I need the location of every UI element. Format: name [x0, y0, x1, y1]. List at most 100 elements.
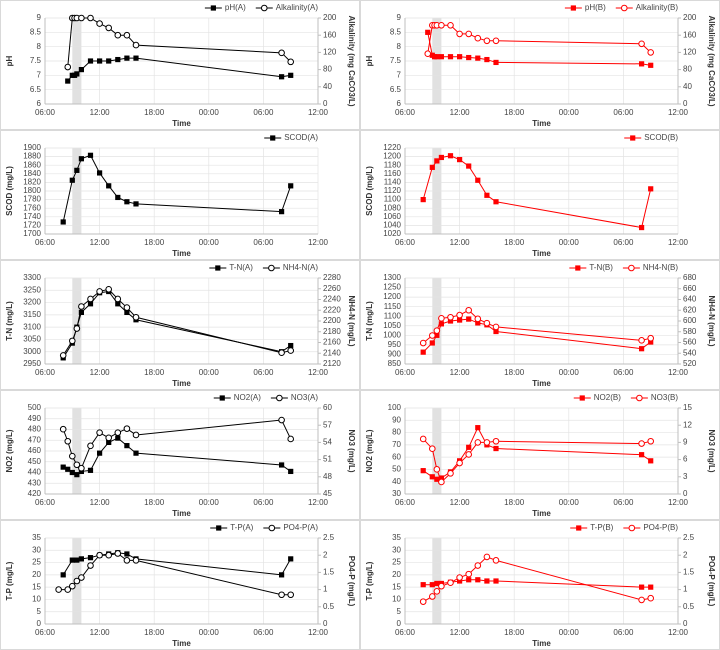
marker — [97, 170, 103, 176]
y2-axis-title: NO3 (mg/L) — [707, 429, 716, 472]
y2-tick-label: 0 — [683, 489, 688, 498]
series-line — [62, 290, 291, 359]
marker — [69, 452, 76, 460]
marker — [419, 339, 427, 347]
y-tick-label: 1200 — [383, 292, 401, 301]
marker — [575, 265, 581, 271]
x-tick-label: 06:00 — [613, 628, 634, 637]
marker — [276, 394, 283, 402]
marker — [638, 440, 645, 447]
marker — [60, 464, 66, 470]
y2-tick-label: 120 — [683, 48, 697, 57]
x-tick-label: 00:00 — [199, 628, 220, 637]
y-tick-label: 440 — [28, 468, 42, 477]
y-tick-label: 1300 — [383, 273, 401, 282]
legend-label: T-N(A) — [229, 263, 253, 272]
y-tick-label: 950 — [388, 340, 402, 349]
y-tick-label: 1780 — [23, 195, 41, 204]
marker — [475, 425, 481, 431]
legend-label: NO2(A) — [234, 393, 261, 402]
marker — [636, 394, 643, 402]
x-axis-title: Time — [172, 639, 191, 648]
marker — [69, 177, 75, 183]
marker — [456, 311, 463, 319]
y-tick-label: 20 — [32, 570, 41, 579]
marker — [96, 20, 103, 27]
marker — [78, 464, 85, 472]
marker — [105, 24, 112, 32]
legend: NO3(B) NO2(B) — [573, 393, 678, 402]
marker — [466, 163, 472, 169]
y2-tick-label: 1 — [323, 585, 328, 594]
marker — [278, 349, 285, 357]
marker — [576, 525, 582, 531]
y-tick-label: 35 — [32, 533, 41, 542]
y-tick-label: 20 — [392, 570, 401, 579]
y2-tick-label: 40 — [323, 82, 332, 91]
y-tick-label: 10 — [32, 595, 41, 604]
marker — [475, 320, 481, 326]
marker — [64, 586, 72, 593]
marker — [268, 264, 275, 272]
marker — [124, 551, 130, 557]
y-axis-title: SCOD (mg/L) — [5, 166, 14, 216]
x-tick-label: 06:00 — [253, 238, 274, 247]
y-tick-label: 1040 — [383, 221, 401, 230]
x-tick-label: 00:00 — [559, 238, 580, 247]
y-tick-label: 3200 — [23, 298, 41, 307]
marker — [279, 572, 285, 578]
x-tick-label: 06:00 — [395, 368, 416, 377]
y2-tick-label: 3 — [683, 472, 688, 481]
y-axis-title: T-P (mg/L) — [365, 561, 374, 600]
marker — [639, 224, 645, 231]
y2-axis-title: Alkalinity (mg CaCO3/L) — [347, 15, 356, 106]
y2-axis-title: PO4-P (mg/L) — [347, 556, 356, 607]
legend-label: Alkalinity(A) — [276, 3, 319, 12]
marker — [78, 574, 85, 581]
marker — [438, 315, 445, 322]
y-tick-label: 25 — [392, 558, 401, 567]
x-tick-label: 12:00 — [308, 498, 329, 507]
marker — [420, 468, 426, 474]
y2-tick-label: 60 — [323, 403, 332, 412]
marker — [105, 551, 112, 559]
marker — [287, 591, 295, 599]
marker — [484, 192, 490, 198]
y-tick-label: 1000 — [383, 330, 401, 339]
marker — [493, 59, 499, 66]
series-line — [62, 419, 292, 469]
y2-axis-title: PO4-P (mg/L) — [707, 556, 716, 607]
marker — [438, 54, 444, 60]
marker — [492, 557, 500, 564]
marker — [424, 50, 432, 57]
marker — [628, 524, 636, 532]
legend-label: T-P(B) — [590, 523, 613, 532]
marker — [456, 574, 463, 581]
marker — [87, 295, 94, 303]
series-line — [62, 437, 291, 476]
marker — [474, 562, 482, 569]
y2-tick-label: 6 — [683, 455, 688, 464]
y2-tick-label: 9 — [683, 438, 688, 447]
x-tick-label: 00:00 — [199, 368, 220, 377]
x-tick-label: 18:00 — [504, 108, 525, 117]
x-tick-label: 00:00 — [559, 368, 580, 377]
y2-tick-label: 520 — [683, 359, 697, 368]
marker — [124, 199, 130, 205]
marker — [288, 342, 294, 349]
x-axis-title: Time — [172, 379, 191, 388]
marker — [87, 467, 94, 473]
marker — [419, 435, 427, 443]
marker — [474, 439, 482, 446]
legend-label: pH(A) — [225, 3, 246, 12]
marker — [466, 316, 472, 322]
marker — [216, 525, 222, 531]
marker — [639, 584, 645, 590]
marker — [484, 56, 490, 63]
y-tick-label: 490 — [28, 414, 42, 423]
x-tick-label: 00:00 — [199, 108, 220, 117]
y-tick-label: 1740 — [23, 212, 41, 221]
marker — [475, 55, 481, 61]
legend: PO4-P(B) T-P(B) — [570, 523, 678, 532]
